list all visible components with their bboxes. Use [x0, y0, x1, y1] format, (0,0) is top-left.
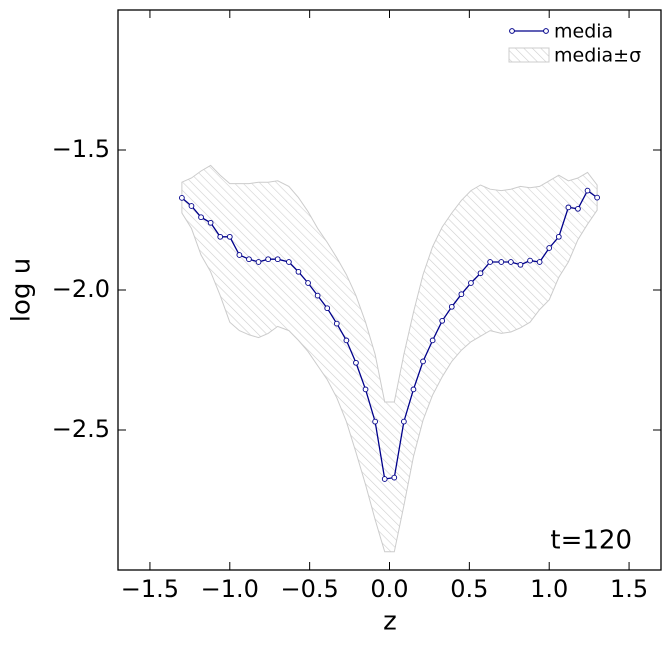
media-marker — [527, 257, 533, 264]
media-marker — [295, 268, 302, 275]
media-marker — [546, 245, 553, 251]
media-marker — [226, 233, 233, 240]
media-marker — [246, 256, 252, 263]
media-marker — [314, 292, 321, 299]
legend-label: media±σ — [554, 45, 641, 67]
media-marker — [188, 203, 195, 209]
media-marker — [448, 303, 455, 310]
media-marker — [508, 259, 514, 265]
media-marker — [236, 252, 243, 258]
media-marker — [265, 256, 271, 263]
media-marker — [565, 204, 572, 211]
media-marker — [410, 386, 417, 393]
media-marker — [372, 418, 378, 425]
media-marker — [575, 205, 581, 212]
y-tick-label: −1.5 — [52, 135, 110, 163]
media-marker — [439, 317, 446, 324]
x-tick-label: 1.0 — [530, 575, 568, 603]
media-marker — [333, 320, 340, 327]
media-marker — [305, 280, 311, 286]
media-marker — [391, 474, 398, 481]
media-marker — [217, 233, 224, 240]
media-marker — [255, 259, 262, 265]
media-marker — [584, 187, 591, 194]
media-marker — [401, 418, 407, 425]
annotation: t=120 — [550, 526, 632, 556]
y-tick-label: −2.0 — [52, 275, 110, 303]
media-marker — [362, 386, 369, 393]
media-marker — [487, 259, 493, 265]
media-marker — [555, 233, 562, 240]
media-marker — [381, 476, 388, 482]
x-tick-label: 1.5 — [610, 575, 648, 603]
media-marker — [517, 261, 524, 268]
media-marker — [343, 337, 350, 344]
media-marker — [420, 358, 426, 365]
media-marker — [179, 195, 185, 201]
media-marker — [274, 256, 281, 263]
legend-label: media — [554, 21, 613, 43]
sigma-band — [181, 164, 598, 553]
media-marker — [429, 337, 436, 344]
legend-marker — [543, 28, 549, 34]
media-marker — [353, 359, 359, 366]
x-tick-label: −0.5 — [281, 575, 339, 603]
media-marker — [198, 214, 204, 221]
media-marker — [536, 259, 543, 265]
media-marker — [477, 270, 484, 277]
media-marker — [207, 219, 214, 226]
x-tick-label: −1.5 — [121, 575, 179, 603]
x-tick-label: −1.0 — [201, 575, 259, 603]
y-axis-label: log u — [7, 258, 37, 322]
x-axis-label: z — [383, 607, 397, 637]
x-tick-label: 0.5 — [450, 575, 488, 603]
media-marker — [498, 259, 505, 265]
x-tick-label: 0.0 — [370, 575, 408, 603]
y-tick-label: −2.5 — [52, 415, 110, 443]
legend-marker — [509, 28, 515, 34]
media-marker — [468, 280, 474, 286]
media-marker — [324, 305, 331, 312]
legend-swatch — [508, 47, 550, 63]
media-marker — [458, 291, 465, 298]
media-marker — [594, 194, 600, 201]
media-marker — [286, 259, 292, 265]
